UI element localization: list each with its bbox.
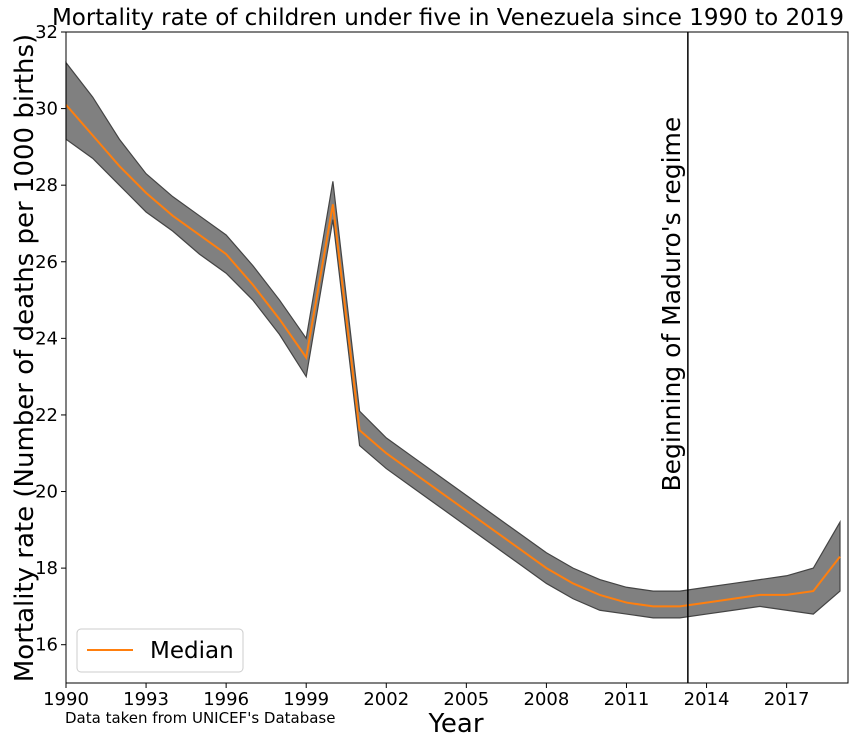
source-note: Data taken from UNICEF's Database: [65, 709, 335, 727]
y-tick-label: 26: [35, 252, 58, 273]
x-tick-label: 2005: [443, 689, 489, 710]
x-tick-label: 2014: [684, 689, 730, 710]
x-tick-label: 1990: [43, 689, 89, 710]
x-axis: 1990 1993 1996 1999 2002 2005 2008 2011 2014 2017: [43, 683, 810, 710]
chart-title: Mortality rate of children under five in…: [52, 5, 844, 31]
x-tick-label: 2002: [363, 689, 409, 710]
y-tick-label: 28: [35, 175, 58, 196]
x-tick-label: 1999: [283, 689, 329, 710]
confidence-band: [65, 60, 841, 619]
y-tick-label: 18: [35, 558, 58, 579]
x-tick-label: 1996: [203, 689, 249, 710]
y-axis: 16 18 20 22 24 26 28 30 32: [35, 22, 66, 656]
x-tick-label: 2017: [764, 689, 810, 710]
y-tick-label: 16: [35, 635, 58, 656]
y-tick-label: 22: [35, 405, 58, 426]
x-tick-label: 2011: [604, 689, 650, 710]
y-tick-label: 30: [35, 99, 58, 120]
y-tick-label: 32: [35, 22, 58, 43]
x-axis-label: Year: [427, 709, 483, 739]
plot-area: Beginning of Maduro's regime: [65, 31, 849, 684]
y-axis-label: Mortality rate (Number of deaths per 100…: [10, 34, 40, 682]
y-tick-label: 24: [35, 328, 58, 349]
maduro-regime-label: Beginning of Maduro's regime: [657, 117, 686, 492]
axes-frame: [65, 31, 849, 684]
y-tick-label: 20: [35, 482, 58, 503]
x-tick-label: 1993: [123, 689, 169, 710]
legend: Median: [76, 628, 244, 673]
median-line: [65, 104, 841, 608]
x-tick-label: 2008: [524, 689, 570, 710]
legend-label-median: Median: [150, 638, 234, 664]
legend-box: [76, 628, 244, 673]
